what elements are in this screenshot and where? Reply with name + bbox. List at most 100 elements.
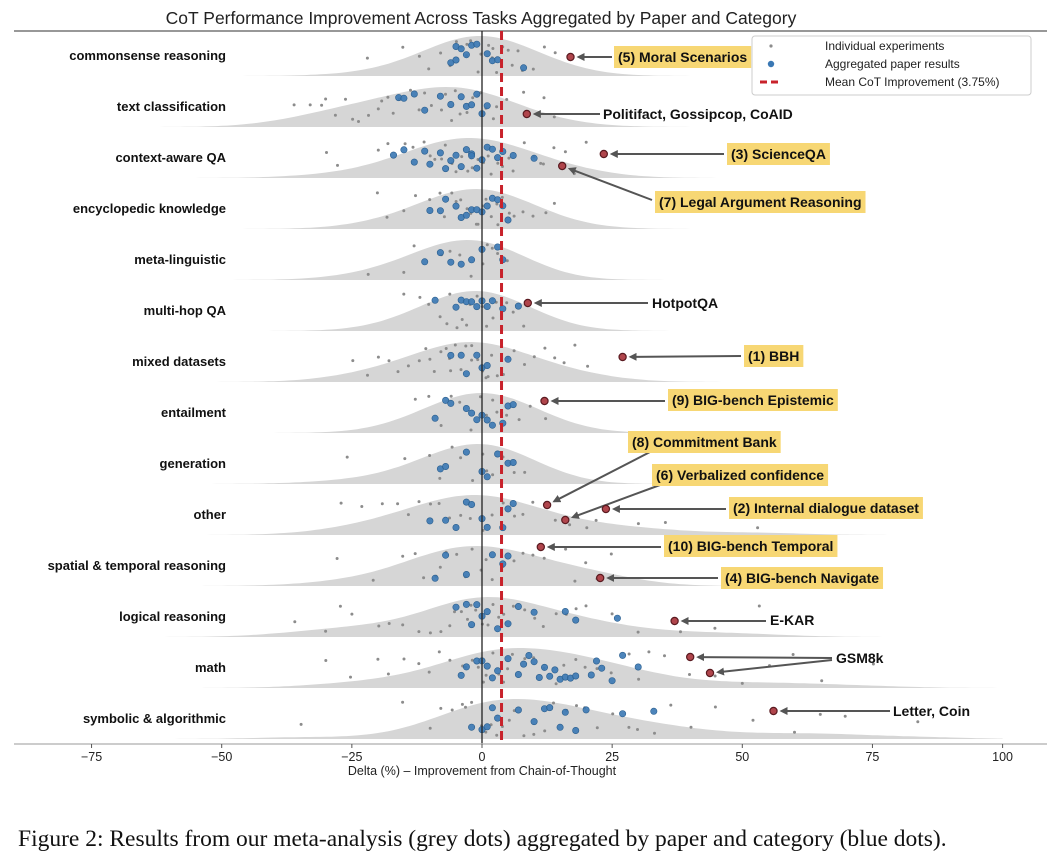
individual-experiment-point (740, 681, 744, 685)
individual-experiment-point (476, 70, 480, 74)
individual-experiment-point (553, 356, 557, 360)
density-curve (65, 648, 1003, 688)
aggregated-paper-point (494, 450, 502, 458)
individual-experiment-point (439, 630, 443, 634)
individual-experiment-point (299, 722, 303, 726)
legend-individual-marker (769, 44, 773, 48)
category-row: logical reasoning (65, 597, 1003, 637)
individual-experiment-point (511, 604, 515, 608)
individual-experiment-point (401, 45, 405, 49)
aggregated-paper-point (473, 164, 481, 172)
aggregated-paper-point (525, 651, 533, 659)
individual-experiment-point (357, 120, 360, 123)
individual-experiment-point (471, 96, 475, 100)
aggregated-paper-point (457, 351, 465, 359)
individual-experiment-point (387, 359, 391, 363)
individual-experiment-point (491, 316, 495, 320)
individual-experiment-point (541, 162, 545, 166)
individual-experiment-point (469, 603, 473, 607)
aggregated-paper-point (436, 207, 444, 215)
outlier-annotation: HotpotQA (523, 295, 718, 311)
annotation-label: (9) BIG-bench Epistemic (672, 392, 834, 408)
aggregated-paper-point (494, 243, 502, 251)
aggregated-paper-point (494, 56, 502, 64)
aggregated-paper-point (442, 165, 450, 173)
individual-experiment-point (636, 728, 639, 731)
individual-experiment-point (409, 88, 412, 92)
individual-experiment-point (469, 39, 473, 43)
highlighted-outlier-point (522, 109, 532, 119)
aggregated-paper-point (473, 90, 481, 98)
individual-experiment-point (466, 169, 470, 173)
individual-experiment-point (428, 726, 432, 730)
annotation-label: E-KAR (770, 612, 814, 628)
individual-experiment-point (487, 43, 491, 47)
individual-experiment-point (490, 246, 494, 250)
category-label: text classification (117, 99, 226, 114)
individual-experiment-point (474, 608, 478, 612)
individual-experiment-point (575, 704, 578, 708)
aggregated-paper-point (551, 666, 559, 674)
aggregated-paper-point (462, 448, 470, 456)
individual-experiment-point (500, 195, 504, 199)
individual-experiment-point (448, 292, 452, 296)
individual-experiment-point (375, 191, 379, 195)
individual-experiment-point (460, 702, 464, 706)
aggregated-paper-point (572, 616, 580, 624)
individual-experiment-point (455, 326, 459, 330)
annotation-label-box (652, 464, 829, 486)
aggregated-paper-point (561, 607, 569, 615)
individual-experiment-point (647, 650, 651, 654)
individual-experiment-point (510, 652, 514, 656)
individual-experiment-point (429, 502, 432, 506)
individual-experiment-point (454, 170, 458, 174)
aggregated-paper-point (457, 671, 465, 679)
individual-experiment-point (402, 292, 406, 296)
individual-experiment-point (689, 725, 693, 729)
aggregated-paper-point (488, 421, 496, 429)
individual-experiment-point (443, 143, 447, 147)
individual-experiment-point (489, 215, 493, 219)
individual-experiment-point (439, 350, 443, 354)
individual-experiment-point (554, 682, 558, 686)
individual-experiment-point (507, 156, 511, 160)
individual-experiment-point (465, 111, 469, 114)
individual-experiment-point (713, 705, 717, 709)
individual-experiment-point (552, 701, 555, 705)
individual-experiment-point (474, 222, 478, 226)
outlier-annotation: Letter, Coin (769, 703, 970, 719)
aggregated-paper-point (436, 249, 444, 257)
annotation-arrow (716, 659, 833, 676)
highlighted-outlier-point (686, 652, 695, 662)
category-row: generation (65, 444, 1003, 484)
aggregated-paper-point (587, 671, 595, 679)
aggregated-paper-point (494, 714, 502, 722)
individual-experiment-point (293, 620, 297, 624)
individual-experiment-point (459, 513, 463, 517)
individual-experiment-point (438, 191, 442, 195)
aggregated-paper-point (431, 414, 439, 422)
category-label: entailment (161, 405, 227, 420)
individual-experiment-point (459, 198, 463, 202)
aggregated-paper-point (504, 552, 512, 560)
individual-experiment-point (437, 502, 441, 505)
highlighted-outlier-point (542, 500, 552, 510)
individual-experiment-point (445, 322, 449, 326)
figure-caption: Figure 2: Results from our meta-analysis… (18, 826, 947, 852)
category-row: meta-linguistic (65, 240, 1003, 280)
individual-experiment-point (595, 667, 599, 671)
density-curve (65, 495, 1003, 535)
individual-experiment-point (429, 104, 433, 107)
individual-experiment-point (345, 455, 349, 459)
individual-experiment-point (428, 357, 432, 361)
aggregated-paper-point (468, 621, 476, 629)
individual-experiment-point (440, 157, 444, 161)
individual-experiment-point (484, 730, 488, 734)
legend-label: Aggregated paper results (825, 57, 960, 71)
individual-experiment-point (411, 145, 415, 149)
individual-experiment-point (505, 98, 509, 101)
legend-aggregated-marker (767, 60, 775, 68)
aggregated-paper-point (619, 651, 627, 659)
individual-experiment-point (586, 364, 590, 368)
annotation-arrow (552, 451, 651, 503)
